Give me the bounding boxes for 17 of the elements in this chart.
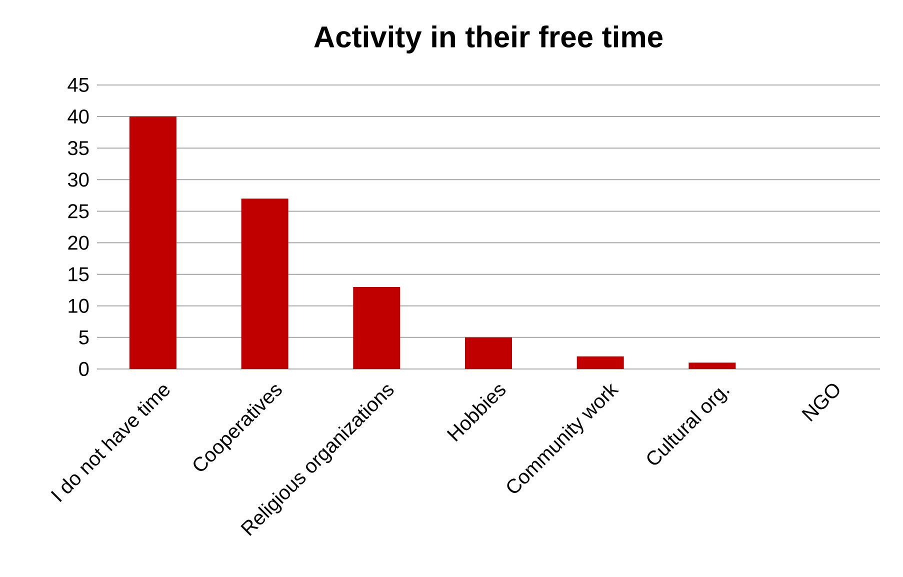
bar [241,198,288,369]
chart-title: Activity in their free time [314,26,663,54]
y-tick-label: 30 [68,172,89,187]
y-tick-label: 15 [68,267,89,282]
y-tick-label: 0 [79,362,89,376]
y-tick-label: 35 [68,141,89,156]
y-tick-label: 40 [68,109,89,124]
y-tick-label: 20 [68,236,89,250]
y-tick-label: 5 [79,330,89,344]
y-tick-label: 45 [68,78,89,92]
y-tick-label: 25 [68,204,89,218]
bar [688,362,736,369]
bar [465,337,512,369]
y-tick-label: 10 [68,298,89,313]
bar [129,116,176,369]
bar [576,356,624,369]
bar [353,286,400,369]
